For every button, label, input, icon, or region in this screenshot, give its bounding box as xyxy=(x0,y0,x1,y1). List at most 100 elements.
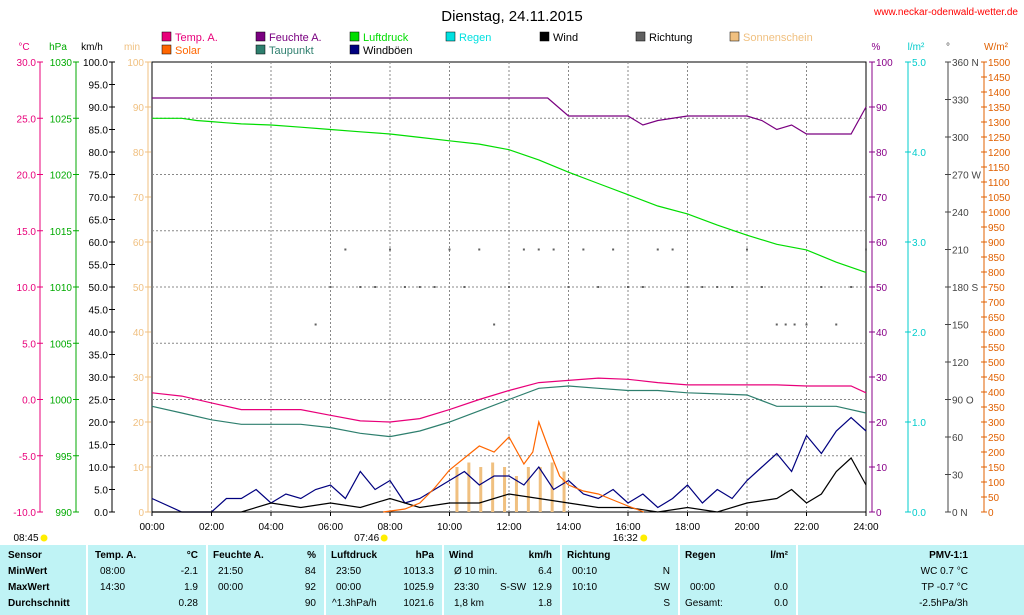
axis-min-unit: min xyxy=(124,42,140,53)
feuchte-min-value: 84 xyxy=(304,566,316,577)
direction-point xyxy=(731,286,734,288)
axis-kmh-tick-label: 55.0 xyxy=(89,261,109,272)
axis-kmh-tick-label: 45.0 xyxy=(89,306,109,317)
direction-point xyxy=(805,323,808,326)
axis-deg-tick-label: 90 O xyxy=(952,396,974,407)
regen-max-time: 00:00 xyxy=(690,582,716,593)
series-line-temp xyxy=(151,377,867,423)
direction-point xyxy=(865,248,867,251)
axis-temp-tick-label: 15.0 xyxy=(17,227,37,238)
axis-rain-tick-label: 0.0 xyxy=(912,508,926,519)
wind-distance: 1,8 km xyxy=(454,598,485,609)
axis-deg-unit: ° xyxy=(946,42,950,53)
axis-hpa-tick-label: 1010 xyxy=(50,283,73,294)
axis-kmh-tick-label: 65.0 xyxy=(89,216,109,227)
sunshine-bar xyxy=(455,467,459,512)
axis-wm2-tick-label: 250 xyxy=(988,433,1005,444)
luftdruck-min-time: 23:50 xyxy=(336,566,362,577)
series-line-wind xyxy=(152,457,867,513)
x-tick-label: 00:00 xyxy=(139,522,164,533)
direction-point xyxy=(793,323,796,326)
axis-wm2-tick-label: 1050 xyxy=(988,193,1011,204)
richtung-avg: S xyxy=(663,598,670,609)
axis-kmh-tick-label: 35.0 xyxy=(89,351,109,362)
wind-min-label: Ø 10 min. xyxy=(454,566,498,577)
series-line-windboeen xyxy=(151,416,867,513)
axis-wm2-tick-label: 100 xyxy=(988,478,1005,489)
direction-point xyxy=(478,248,481,251)
feuchte-min-time: 21:50 xyxy=(218,566,244,577)
axis-deg-tick-label: 60 xyxy=(952,433,964,444)
website-link[interactable]: www.neckar-odenwald-wetter.de xyxy=(873,7,1018,18)
pmv-header: PMV-1:1 xyxy=(929,550,968,561)
axis-wm2-tick-label: 350 xyxy=(988,403,1005,414)
row-label-max: MaxWert xyxy=(8,582,50,593)
axis-pct-tick-label: 50 xyxy=(876,283,888,294)
pmv-pressure-trend: -2.5hPa/3h xyxy=(919,598,968,609)
legend-label-taupunkt: Taupunkt xyxy=(269,45,314,57)
feuchte-unit: % xyxy=(307,550,316,561)
axis-pct-tick-label: 40 xyxy=(876,328,888,339)
wind-header: Wind xyxy=(449,550,474,561)
wind-unit: km/h xyxy=(528,550,552,561)
wind-avg: 1.8 xyxy=(538,598,552,609)
axis-min-tick-label: 60 xyxy=(133,238,145,249)
legend-label-temp: Temp. A. xyxy=(175,32,218,44)
direction-point xyxy=(314,323,317,326)
regen-unit: l/m² xyxy=(770,550,788,561)
axis-kmh-tick-label: 15.0 xyxy=(89,441,109,452)
direction-point xyxy=(656,248,659,251)
direction-point xyxy=(403,286,406,288)
axis-wm2-tick-label: 500 xyxy=(988,358,1005,369)
axis-temp-tick-label: -5.0 xyxy=(19,452,37,463)
axis-kmh-tick-label: 5.0 xyxy=(94,486,108,497)
axis-deg-tick-label: 150 xyxy=(952,321,969,332)
axis-pct-unit: % xyxy=(872,42,881,53)
x-tick-label: 24:00 xyxy=(853,522,878,533)
row-label-sensor: Sensor xyxy=(8,550,42,561)
direction-point xyxy=(775,323,778,326)
axis-hpa-tick-label: 1015 xyxy=(50,227,73,238)
temp-min-value: -2.1 xyxy=(180,566,198,577)
legend-swatch-wind xyxy=(539,31,550,42)
direction-point xyxy=(552,248,555,251)
x-tick-label: 16:00 xyxy=(615,522,640,533)
x-tick-label: 04:00 xyxy=(258,522,283,533)
axis-min-tick-label: 40 xyxy=(133,328,145,339)
axis-min-tick-label: 100 xyxy=(127,58,144,69)
axis-pct-tick-label: 60 xyxy=(876,238,888,249)
axis-min-tick-label: 0 xyxy=(138,508,144,519)
axis-wm2-tick-label: 150 xyxy=(988,463,1005,474)
x-tick-label: 06:00 xyxy=(318,522,343,533)
sunset-label: 16:32 xyxy=(613,533,638,544)
sun-left-label: 08:45 xyxy=(13,533,38,544)
axis-wm2-tick-label: 300 xyxy=(988,418,1005,429)
luftdruck-avg: 1021.6 xyxy=(403,598,434,609)
axis-min-tick-label: 50 xyxy=(133,283,145,294)
sunshine-bar xyxy=(514,476,518,512)
direction-point xyxy=(760,286,763,288)
direction-point xyxy=(627,286,629,288)
axis-hpa-tick-label: 1020 xyxy=(50,171,73,182)
temp-max-time: 14:30 xyxy=(100,582,126,593)
chart-axes: 00:00 02:00 04:00 06:00 08:00 10:00 12:00 14:00… xyxy=(13,42,1010,544)
axis-wm2-unit: W/m² xyxy=(984,42,1009,53)
direction-point xyxy=(389,248,391,251)
axis-min-tick-label: 90 xyxy=(133,103,145,114)
axis-pct-tick-label: 10 xyxy=(876,463,888,474)
direction-point xyxy=(597,286,600,288)
series-line-feuchte xyxy=(152,97,867,135)
axis-wm2-tick-label: 750 xyxy=(988,283,1005,294)
sunset-icon xyxy=(640,534,648,542)
series-line-taupunkt xyxy=(151,385,867,438)
legend-swatch-solar xyxy=(161,44,172,55)
axis-hpa-tick-label: 1000 xyxy=(50,396,73,407)
legend-label-wind: Wind xyxy=(553,32,578,44)
axis-kmh-tick-label: 0.0 xyxy=(94,508,108,519)
series-line-solar xyxy=(383,419,645,513)
axis-deg-tick-label: 300 xyxy=(952,133,969,144)
axis-deg-tick-label: 120 xyxy=(952,358,969,369)
richtung-max-time: 10:10 xyxy=(572,582,598,593)
axis-kmh-unit: km/h xyxy=(81,42,103,53)
x-tick-label: 20:00 xyxy=(734,522,759,533)
